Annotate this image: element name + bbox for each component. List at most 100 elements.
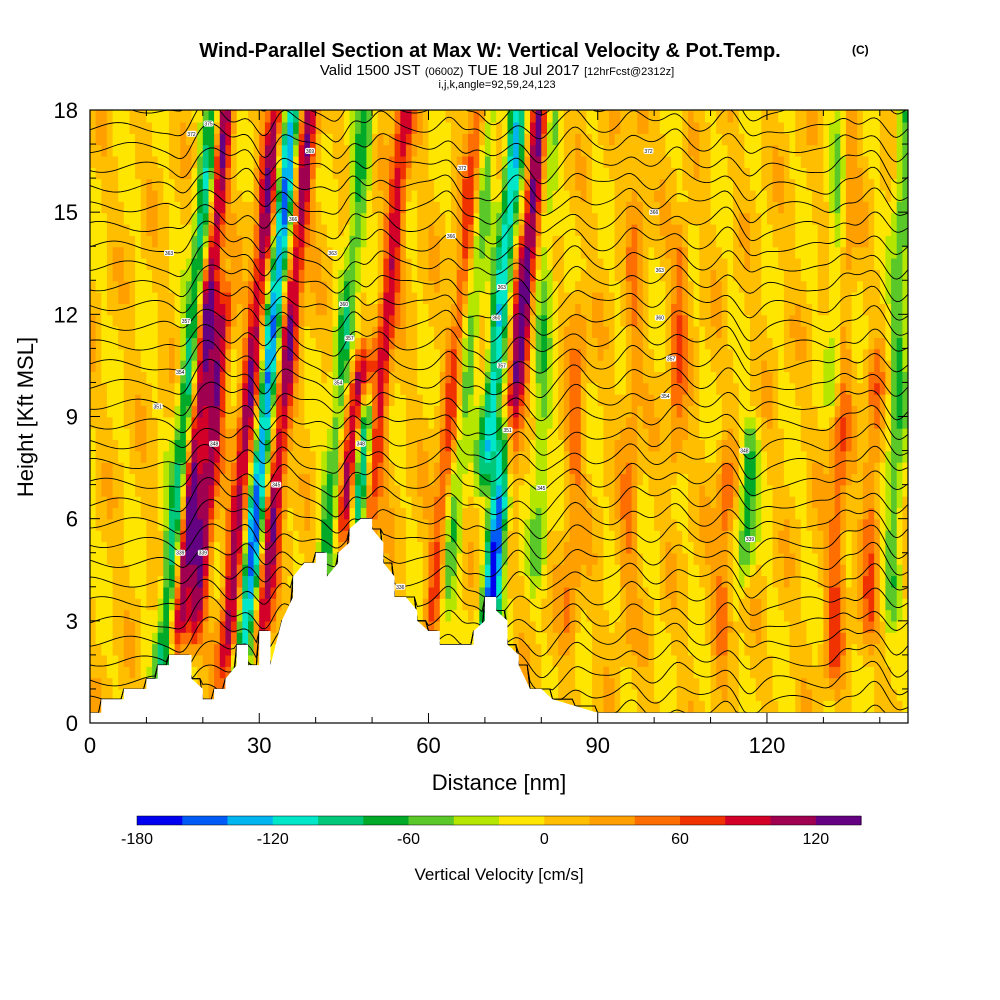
velocity-cell [191,518,198,531]
velocity-cell [389,382,396,395]
velocity-cell [208,450,215,463]
velocity-cell [287,518,294,531]
velocity-cell [152,280,159,293]
velocity-cell [366,337,373,350]
velocity-cell [434,564,441,577]
velocity-cell [231,394,238,406]
velocity-cell [95,428,102,440]
velocity-cell [106,122,114,134]
velocity-cell [231,303,238,316]
velocity-cell [276,575,283,588]
velocity-cell [592,439,599,452]
velocity-cell [242,122,249,134]
velocity-cell [400,258,407,270]
velocity-cell [135,541,142,554]
velocity-cell [95,246,102,259]
velocity-cell [185,405,193,418]
velocity-cell [484,122,492,134]
velocity-cell [129,269,136,282]
velocity-cell [253,382,260,395]
velocity-cell [281,280,288,293]
velocity-cell [135,428,142,440]
velocity-cell [547,507,554,520]
velocity-cell [298,439,305,452]
velocity-cell [558,666,565,679]
velocity-cell [513,462,520,475]
velocity-cell [225,620,232,633]
velocity-cell [180,280,187,293]
velocity-cell [112,292,119,304]
velocity-cell [394,371,401,384]
velocity-cell [242,609,249,622]
velocity-cell [106,428,114,440]
velocity-cell [496,110,503,112]
velocity-cell [428,235,435,248]
velocity-cell [592,394,599,406]
velocity-cell [259,405,266,418]
velocity-cell [592,382,599,395]
velocity-cell [169,598,176,611]
velocity-cell [445,428,452,440]
velocity-cell [326,518,334,531]
velocity-cell [129,473,136,486]
velocity-cell [259,144,266,157]
velocity-cell [473,552,480,565]
velocity-cell [270,178,277,191]
velocity-cell [197,122,204,134]
velocity-cell [411,360,418,372]
velocity-cell [202,224,209,236]
velocity-cell [332,178,339,191]
velocity-cell [276,620,283,633]
velocity-cell [157,575,164,588]
velocity-cell [405,110,413,123]
velocity-cell [484,575,492,588]
velocity-cell [264,212,272,225]
velocity-cell [276,462,283,475]
velocity-cell [219,269,226,282]
velocity-cell [580,541,587,554]
velocity-cell [101,552,108,565]
velocity-cell [496,462,503,475]
velocity-cell [445,518,452,531]
velocity-cell [293,167,300,180]
velocity-cell [439,122,446,134]
velocity-cell [287,371,294,384]
velocity-cell [214,371,221,384]
velocity-cell [592,689,599,701]
velocity-cell [231,586,238,599]
velocity-cell [140,371,147,384]
velocity-cell [129,609,136,622]
velocity-cell [569,575,576,588]
velocity-cell [276,541,283,554]
velocity-cell [135,269,142,282]
velocity-cell [411,246,418,259]
velocity-cell [360,473,367,486]
velocity-cell [214,382,221,395]
velocity-cell [321,360,328,372]
velocity-cell [174,462,181,475]
velocity-cell [456,620,463,633]
velocity-cell [264,371,272,384]
velocity-cell [501,269,508,282]
velocity-cell [321,246,328,259]
velocity-cell [597,530,604,543]
velocity-cell [479,326,486,338]
velocity-cell [191,258,198,270]
velocity-cell [479,530,486,543]
velocity-cell [389,496,396,509]
velocity-cell [484,110,492,123]
velocity-cell [586,507,593,520]
velocity-cell [372,212,379,225]
velocity-cell [264,178,272,191]
velocity-cell [106,246,114,259]
velocity-cell [479,178,486,191]
velocity-cell [586,348,593,361]
velocity-cell [547,303,554,316]
velocity-cell [479,541,486,554]
velocity-cell [281,564,288,577]
velocity-cell [197,507,204,520]
velocity-cell [468,246,475,259]
velocity-cell [405,564,413,577]
velocity-cell [422,303,429,316]
velocity-cell [524,405,531,418]
